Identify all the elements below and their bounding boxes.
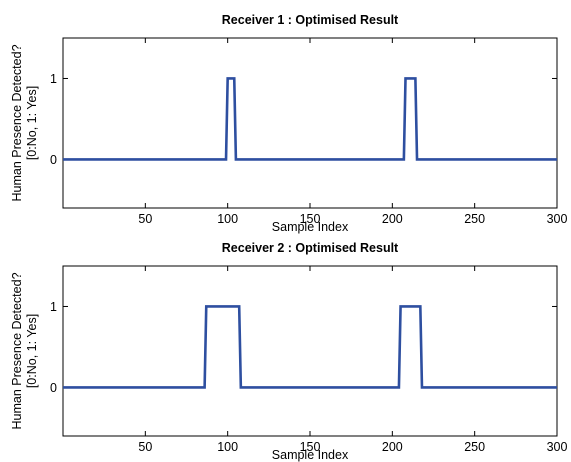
y-axis-label-line1: Human Presence Detected? [10,44,24,201]
y-axis-label-line2: [0:No, 1: Yes] [25,314,39,388]
x-tick-label: 200 [382,212,403,226]
subplot-receiver-2: Receiver 2 : Optimised Result 50 100 150 20… [10,241,567,462]
x-axis-label: Sample Index [272,448,349,462]
x-tick-label: 50 [138,212,152,226]
x-tick-label: 300 [547,440,568,454]
y-axis-label-line1: Human Presence Detected? [10,272,24,429]
y-tick-label: 0 [50,153,57,167]
y-tick-label: 1 [50,300,57,314]
x-axis-label: Sample Index [272,220,349,234]
x-tick-label: 300 [547,212,568,226]
x-tick-label: 100 [217,440,238,454]
axes-frame [62,37,558,209]
axes-frame [62,265,558,437]
y-tick-label: 1 [50,72,57,86]
x-tick-label: 100 [217,212,238,226]
subplot-receiver-1: Receiver 1 : Optimised Result 50 100 150 20… [10,13,567,234]
x-tick-label: 150 [300,212,321,226]
y-axis-label-line2: [0:No, 1: Yes] [25,86,39,160]
x-tick-label: 250 [464,212,485,226]
axis-tick-labels: 50 100 150 200 250 300 0 1 [50,300,567,454]
x-tick-label: 200 [382,440,403,454]
chart-title: Receiver 1 : Optimised Result [222,13,399,27]
x-tick-label: 150 [300,440,321,454]
x-tick-label: 250 [464,440,485,454]
chart-title: Receiver 2 : Optimised Result [222,241,399,255]
axis-tick-labels: 50 100 150 200 250 300 0 1 [50,72,567,226]
series-line [63,77,557,161]
y-tick-label: 0 [50,381,57,395]
x-tick-label: 50 [138,440,152,454]
series-line [63,305,557,389]
